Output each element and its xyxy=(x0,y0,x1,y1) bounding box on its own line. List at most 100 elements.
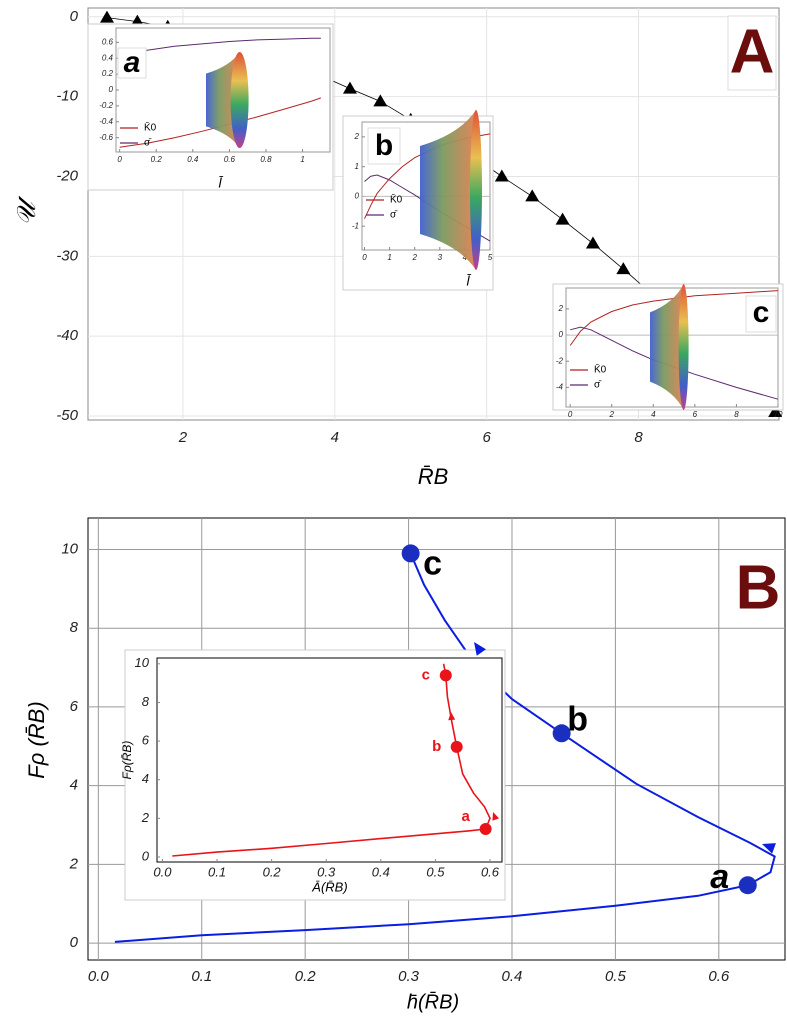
legend-label: K̄0 xyxy=(594,363,607,376)
y-tick-label: 4 xyxy=(142,771,149,786)
x-tick-label: 2 xyxy=(178,429,188,446)
x-tick-label: 1 xyxy=(387,253,391,262)
x-tick-label: 0.1 xyxy=(208,864,226,879)
x-tick-label: 0.2 xyxy=(263,864,282,879)
x-tick-label: 0.8 xyxy=(260,155,272,164)
y-tick-label: 8 xyxy=(70,619,79,636)
y-tick-label: 6 xyxy=(142,733,150,748)
y-tick-label: -0.2 xyxy=(99,101,113,110)
x-tick-label: 0.2 xyxy=(151,155,163,164)
y-tick-label: -0.6 xyxy=(99,133,113,142)
x-tick-label: 0.3 xyxy=(317,864,336,879)
y-tick-label: 2 xyxy=(69,855,79,872)
x-tick-label: 0.0 xyxy=(88,968,110,985)
point-label: b xyxy=(432,738,441,755)
y-tick-label: 0 xyxy=(559,330,564,339)
x-tick-label: 0.4 xyxy=(502,968,523,985)
y-axis-label: Fρ (R̄B) xyxy=(24,701,49,778)
y-tick-label: -50 xyxy=(56,407,78,424)
page: {"chart_data": [ {"type": "scatter", "pa… xyxy=(0,0,787,1021)
direction-arrow xyxy=(760,839,776,854)
y-tick-label: -10 xyxy=(56,88,78,105)
point-label: c xyxy=(423,544,442,582)
point-label: b xyxy=(567,700,588,738)
x-axis-label: h̄(R̄B) xyxy=(407,990,459,1013)
y-tick-label: 0 xyxy=(355,192,360,201)
y-tick-label: -1 xyxy=(352,221,359,230)
x-tick-label: 0 xyxy=(362,253,367,262)
x-tick-label: 0.0 xyxy=(153,864,172,879)
x-tick-label: 5 xyxy=(488,253,493,262)
x-tick-label: 0.3 xyxy=(398,968,420,985)
y-tick-label: -40 xyxy=(56,327,78,344)
x-tick-label: 6 xyxy=(482,429,491,446)
triangle-marker xyxy=(616,262,630,274)
x-tick-label: 0.5 xyxy=(605,968,627,985)
figure: 24680-10-20-30-40-5000.20.40.60.810.60.4… xyxy=(0,0,787,1021)
y-tick-label: -0.4 xyxy=(99,117,113,126)
point-label: a xyxy=(710,858,729,896)
point-marker xyxy=(451,741,463,753)
point-marker xyxy=(402,544,420,562)
x-tick-label: 4 xyxy=(331,429,339,446)
y-tick-label: 10 xyxy=(61,540,78,557)
inset-label: a xyxy=(124,46,141,79)
x-tick-label: 0.4 xyxy=(187,155,199,164)
x-tick-label: 8 xyxy=(734,410,739,419)
y-tick-label: -2 xyxy=(556,356,564,365)
x-tick-label: 3 xyxy=(438,253,443,262)
legend-label: K̄0 xyxy=(144,121,157,134)
y-tick-label: 10 xyxy=(135,655,150,670)
y-tick-label: 0 xyxy=(70,934,79,951)
x-tick-label: 0.6 xyxy=(224,155,236,164)
point-marker xyxy=(480,823,492,835)
x-tick-label: 10 xyxy=(774,410,783,419)
x-tick-label: 0.1 xyxy=(191,968,212,985)
y-tick-label: 0.2 xyxy=(102,69,114,78)
triangle-marker xyxy=(495,169,509,181)
y-tick-label: 2 xyxy=(141,810,150,825)
surface-rim xyxy=(231,52,249,148)
y-tick-label: -30 xyxy=(56,247,78,264)
y-tick-label: 2 xyxy=(558,304,564,313)
x-tick-label: 0 xyxy=(117,155,122,164)
triangle-marker xyxy=(586,237,600,249)
x-axis-label: R̄B xyxy=(418,464,449,489)
legend-label: K̄0 xyxy=(390,193,403,206)
surface-rim xyxy=(679,284,689,410)
x-tick-label: 0.6 xyxy=(481,864,500,879)
point-label: c xyxy=(422,666,430,683)
x-tick-label: 0.4 xyxy=(372,864,390,879)
x-tick-label: 2 xyxy=(411,253,417,262)
y-tick-label: 6 xyxy=(70,698,79,715)
x-axis-label: Ā(R̄B) xyxy=(311,879,347,894)
x-tick-label: 0 xyxy=(568,410,573,419)
triangle-marker xyxy=(556,213,570,225)
triangle-marker xyxy=(343,82,357,94)
y-tick-label: 0 xyxy=(109,85,114,94)
x-tick-label: 1 xyxy=(300,155,304,164)
y-tick-label: 1 xyxy=(355,162,359,171)
x-tick-label: 0.2 xyxy=(295,968,317,985)
y-tick-label: 8 xyxy=(142,694,150,709)
y-tick-label: 0 xyxy=(70,8,79,25)
panel-label: A xyxy=(730,17,775,86)
y-axis-label: Fρ(R̄B) xyxy=(120,741,134,780)
x-tick-label: 2 xyxy=(608,410,614,419)
inset-label: b xyxy=(375,129,393,162)
x-tick-label: 8 xyxy=(634,429,643,446)
surface-rim xyxy=(470,110,482,270)
x-tick-label: 4 xyxy=(651,410,656,419)
y-tick-label: 4 xyxy=(70,777,78,794)
triangle-marker xyxy=(525,189,539,201)
inset-label: c xyxy=(753,296,770,329)
point-marker xyxy=(440,669,452,681)
x-tick-label: 6 xyxy=(693,410,698,419)
y-tick-label: 0.4 xyxy=(102,53,114,62)
x-tick-label: 0.6 xyxy=(708,968,730,985)
point-marker xyxy=(739,876,757,894)
y-axis-label: 𝒰 xyxy=(11,195,41,226)
panel-label: B xyxy=(736,553,781,622)
y-tick-label: -20 xyxy=(56,167,78,184)
y-tick-label: 0 xyxy=(142,848,150,863)
